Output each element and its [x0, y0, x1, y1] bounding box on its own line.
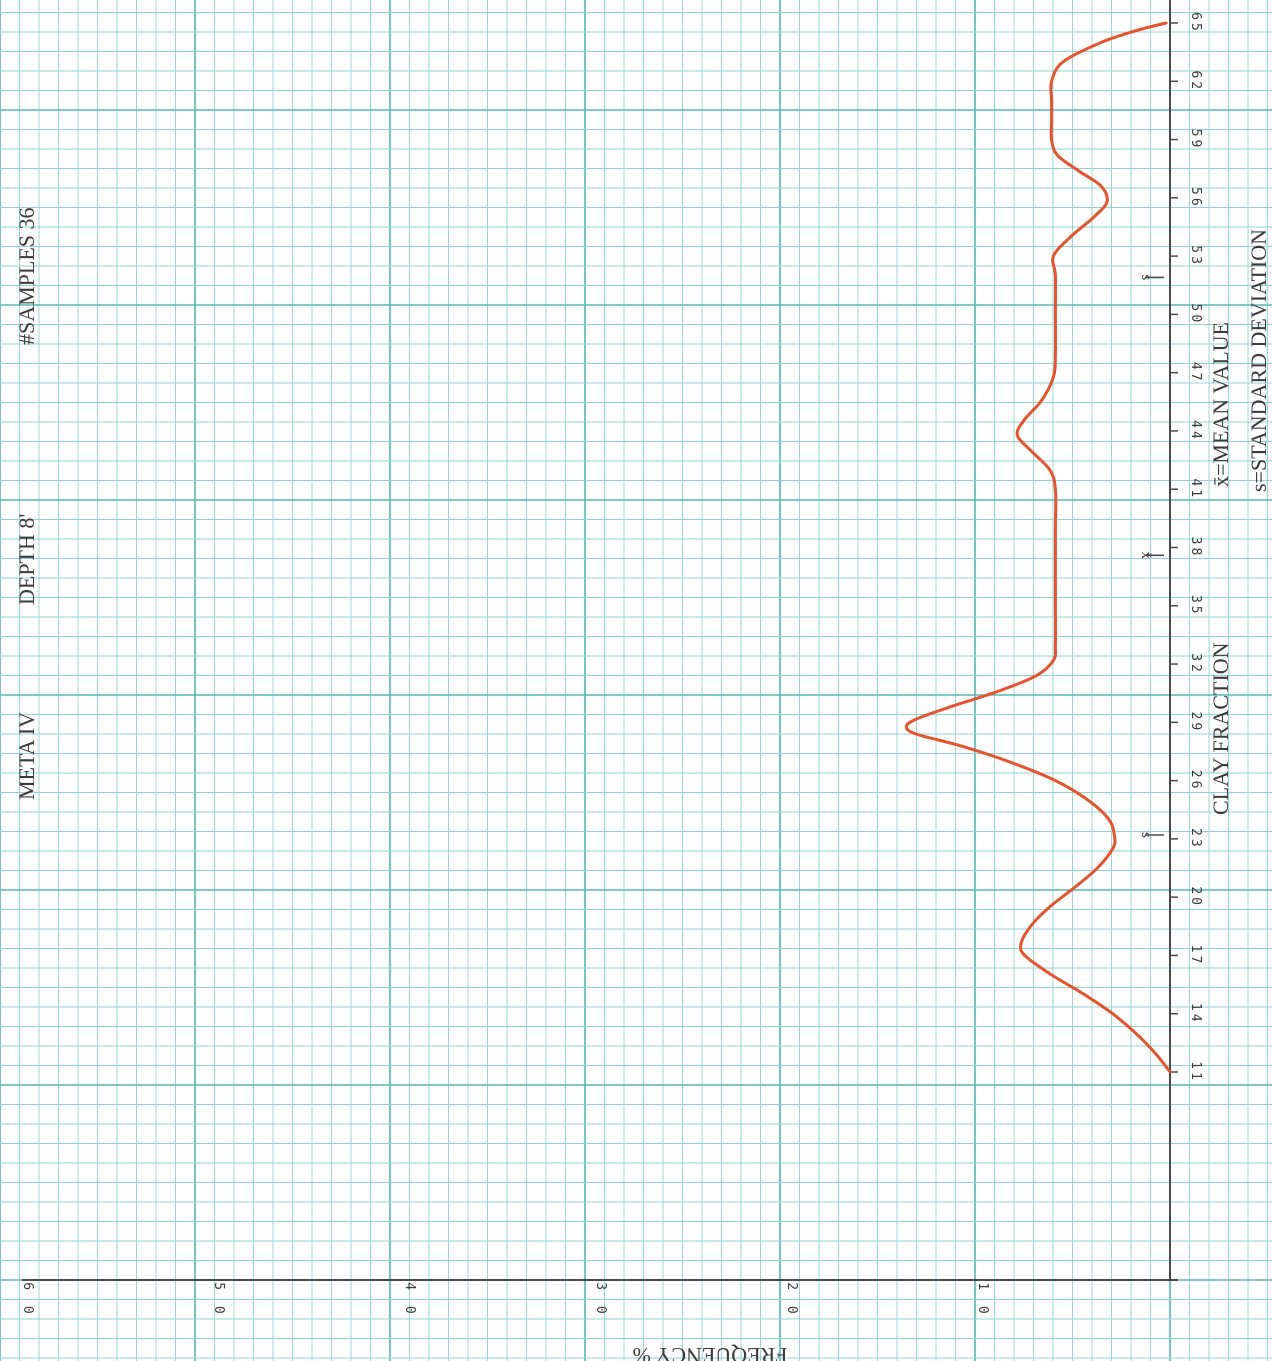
y-tick-label: 2 0	[784, 1282, 799, 1317]
x-axis-label: CLAY FRACTION	[1208, 642, 1233, 815]
x-tick-label: 38	[1188, 537, 1203, 559]
y-tick-label: 3 0	[593, 1282, 608, 1317]
header-site: META IV	[14, 712, 39, 800]
x-tick-label: 47	[1188, 362, 1203, 384]
x-tick-label: 23	[1188, 828, 1203, 850]
x-tick-labels: 11 14 17 20 23 26 29 32 35 38 41 44 47 50 53 56 59 62 65	[1170, 12, 1203, 1083]
x-tick-label: 20	[1188, 886, 1203, 908]
x-tick-label: 59	[1188, 129, 1203, 151]
y-tick-label: 6 0	[20, 1282, 35, 1317]
x-tick-label: 35	[1188, 595, 1203, 617]
y-tick-label: 5 0	[211, 1282, 226, 1317]
chart-texts: META IV DEPTH 8' #SAMPLES 36 CLAY FRACTI…	[14, 207, 1271, 1361]
x-tick-label: 56	[1188, 187, 1203, 209]
x-tick-label: 17	[1188, 945, 1203, 967]
x-tick-label: 44	[1188, 420, 1203, 442]
x-tick-label: 53	[1188, 245, 1203, 267]
legend-std: s=STANDARD DEVIATION	[1246, 229, 1271, 492]
x-tick-label: 50	[1188, 304, 1203, 326]
stat-marker-label: x̄	[1138, 552, 1154, 560]
x-tick-label: 26	[1188, 770, 1203, 792]
series-line	[904, 21, 1172, 1074]
y-tick-labels: 1 0 2 0 3 0 4 0 5 0 6 0	[20, 1282, 990, 1317]
x-tick-label: 65	[1188, 12, 1203, 34]
y-axis-label: FREQUENCY %	[632, 1343, 787, 1361]
stat-markers: s x̄ s	[1138, 275, 1164, 838]
y-tick-label: 4 0	[402, 1282, 417, 1317]
x-tick-label: 14	[1188, 1003, 1203, 1025]
x-tick-label: 41	[1188, 478, 1203, 500]
x-tick-label: 11	[1188, 1061, 1203, 1083]
header-samples: #SAMPLES 36	[14, 207, 39, 345]
x-tick-label: 32	[1188, 653, 1203, 675]
header-depth: DEPTH 8'	[14, 514, 39, 605]
y-tick-label: 1 0	[975, 1282, 990, 1317]
chart-axes	[22, 0, 1178, 1281]
x-tick-label: 62	[1188, 70, 1203, 92]
x-tick-label: 29	[1188, 712, 1203, 734]
legend-mean: x̄=MEAN VALUE	[1208, 322, 1233, 487]
stat-marker-label: s	[1138, 275, 1154, 281]
stat-marker-label: s	[1138, 832, 1154, 838]
